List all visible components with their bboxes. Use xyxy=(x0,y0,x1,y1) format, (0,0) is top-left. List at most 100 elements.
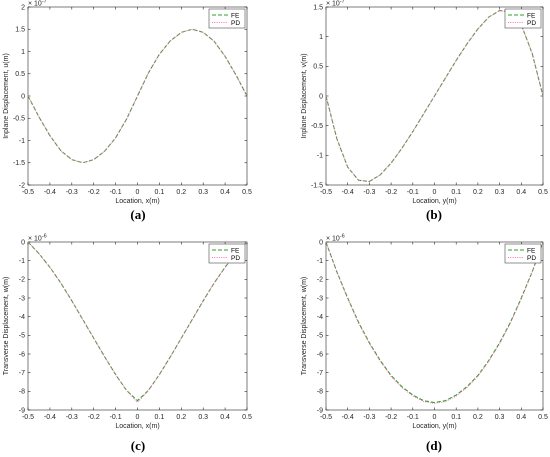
y-tick-label: -1 xyxy=(19,258,25,265)
legend-label: PD xyxy=(231,255,240,262)
x-tick-label: -0.1 xyxy=(110,414,122,421)
x-tick-label: -0.5 xyxy=(22,189,34,196)
y-tick-label: -0.5 xyxy=(311,123,323,130)
y-tick-label: -9 xyxy=(317,407,323,414)
y-tick-label: -1 xyxy=(317,258,323,265)
y-tick-label: -1 xyxy=(19,138,25,145)
x-tick-label: 0.4 xyxy=(220,189,230,196)
axis-exponent: × 10-6 xyxy=(326,234,345,243)
y-tick-label: -6 xyxy=(317,351,323,358)
x-tick-label: 0.1 xyxy=(155,189,165,196)
x-tick-label: 0.2 xyxy=(176,414,186,421)
panel-label: (c) xyxy=(131,438,145,453)
y-tick-label: -2 xyxy=(19,182,25,189)
x-tick-label: 0.1 xyxy=(451,189,461,196)
panel-label: (d) xyxy=(426,438,442,453)
x-tick-label: 0 xyxy=(136,189,140,196)
x-tick-label: -0.4 xyxy=(44,189,56,196)
x-tick-label: 0.4 xyxy=(516,414,526,421)
y-tick-label: -1.5 xyxy=(13,160,25,167)
x-tick-label: 0.3 xyxy=(495,189,505,196)
x-tick-label: -0.1 xyxy=(407,189,419,196)
y-tick-label: 0 xyxy=(21,239,25,246)
y-axis-label: Inplane Displacement, u(m) xyxy=(3,53,10,139)
x-tick-label: -0.2 xyxy=(88,189,100,196)
series-line-fe xyxy=(325,10,544,182)
axis-exponent-power: -6 xyxy=(340,234,345,240)
legend-label: PD xyxy=(527,255,536,262)
x-tick-label: -0.5 xyxy=(22,414,34,421)
plot-frame xyxy=(325,241,544,411)
y-axis-label: Transverse Displacement, w(m) xyxy=(301,277,308,376)
x-tick-label: -0.2 xyxy=(385,189,397,196)
y-tick-label: -4 xyxy=(19,314,25,321)
axis-exponent: × 10-7 xyxy=(28,0,47,8)
y-tick-label: -8 xyxy=(19,389,25,396)
y-tick-label: -5 xyxy=(19,333,25,340)
x-tick-label: -0.5 xyxy=(320,189,332,196)
y-tick-label: -8 xyxy=(317,389,323,396)
axis-exponent-power: -7 xyxy=(42,0,47,5)
y-tick-label: -2 xyxy=(19,277,25,284)
x-tick-label: -0.3 xyxy=(66,189,78,196)
x-tick-label: 0 xyxy=(433,189,437,196)
y-tick-label: 0 xyxy=(21,93,25,100)
plot-frame xyxy=(27,241,248,411)
x-tick-label: -0.3 xyxy=(363,189,375,196)
series-line-pd xyxy=(27,28,248,164)
y-tick-label: 1.5 xyxy=(313,4,323,11)
axis-exponent: × 10-7 xyxy=(326,0,345,8)
y-tick-label: 0 xyxy=(319,93,323,100)
x-tick-label: -0.3 xyxy=(66,414,78,421)
plot-frame xyxy=(27,6,248,186)
x-tick-label: 0.1 xyxy=(155,414,165,421)
axis-exponent: × 10-6 xyxy=(28,234,47,243)
x-tick-label: -0.5 xyxy=(320,414,332,421)
y-tick-label: -4 xyxy=(317,314,323,321)
y-tick-label: 0.5 xyxy=(313,64,323,71)
panel-a: -0.5 -0.4 -0.3 -0.2 -0.1 0 0.1 0.2 0.3 0.4 0.5 -2 -1… xyxy=(3,0,252,222)
x-tick-label: 0.2 xyxy=(473,414,483,421)
legend-box xyxy=(504,8,542,29)
legend-box xyxy=(208,243,246,264)
x-tick-label: 0 xyxy=(136,414,140,421)
y-tick-label: -7 xyxy=(317,370,323,377)
y-axis-label: Transverse Displacement, w(m) xyxy=(3,277,10,376)
x-tick-label: 0.5 xyxy=(242,414,252,421)
axis-exponent-power: -7 xyxy=(340,0,345,5)
x-tick-label: 0.1 xyxy=(451,414,461,421)
y-tick-label: -5 xyxy=(317,333,323,340)
y-tick-label: 0.5 xyxy=(15,71,25,78)
x-tick-label: -0.2 xyxy=(88,414,100,421)
y-tick-label: -3 xyxy=(19,295,25,302)
x-tick-label: 0.5 xyxy=(242,189,252,196)
x-tick-label: -0.4 xyxy=(44,414,56,421)
x-axis-label: Location, y(m) xyxy=(412,423,456,430)
panel-c: -0.5 -0.4 -0.3 -0.2 -0.1 0 0.1 0.2 0.3 0.4 0.5 -9 -8… xyxy=(3,234,252,454)
x-tick-label: 0 xyxy=(433,414,437,421)
y-tick-label: -1 xyxy=(317,153,323,160)
panel-d: -0.5 -0.4 -0.3 -0.2 -0.1 0 0.1 0.2 0.3 0.4 0.5 -9 -8… xyxy=(301,234,548,454)
x-tick-label: -0.4 xyxy=(342,189,354,196)
y-tick-label: 1.5 xyxy=(15,27,25,34)
x-tick-label: 0.4 xyxy=(220,414,230,421)
x-tick-label: -0.4 xyxy=(342,414,354,421)
x-tick-label: -0.3 xyxy=(363,414,375,421)
legend-label: FE xyxy=(231,247,240,254)
x-axis-label: Location, y(m) xyxy=(412,198,456,205)
x-tick-label: 0.2 xyxy=(473,189,483,196)
x-tick-label: 0.5 xyxy=(538,189,548,196)
x-tick-label: 0.3 xyxy=(198,414,208,421)
panel-b: -0.5 -0.4 -0.3 -0.2 -0.1 0 0.1 0.2 0.3 0.4 0.5 -1.5… xyxy=(301,0,548,222)
series-line-pd xyxy=(325,241,544,404)
legend-box xyxy=(208,8,246,29)
series-line-fe xyxy=(27,241,248,402)
y-tick-label: 1 xyxy=(21,49,25,56)
y-tick-label: -7 xyxy=(19,370,25,377)
series-line-pd xyxy=(27,241,248,403)
y-tick-label: 1 xyxy=(319,34,323,41)
